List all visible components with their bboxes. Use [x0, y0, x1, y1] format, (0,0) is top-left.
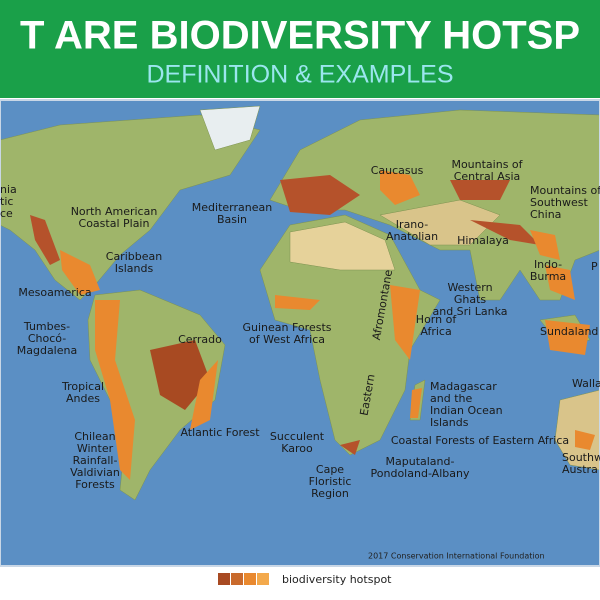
- region-label: Mountains of: [451, 158, 523, 171]
- legend: biodiversity hotspot: [218, 573, 392, 586]
- region-label: Ghats: [454, 293, 487, 306]
- region-label: Atlantic Forest: [180, 426, 260, 439]
- map: [0, 99, 600, 567]
- legend-swatch: [231, 573, 243, 585]
- region-label: Southwest: [530, 196, 588, 209]
- region-label: Pondoland-Albany: [371, 467, 470, 480]
- region-label: Magdalena: [17, 344, 77, 357]
- region-label: Caucasus: [371, 164, 424, 177]
- hotspots: [30, 170, 595, 480]
- region-label: Rainfall-: [73, 454, 118, 467]
- region-label: Guinean Forests: [243, 321, 332, 334]
- region-label: of West Africa: [249, 333, 325, 346]
- region-label: Indo-: [534, 258, 562, 271]
- region-label: Austra: [562, 463, 598, 476]
- region-label: Mountains of: [530, 184, 600, 197]
- region-label: nia: [0, 183, 17, 196]
- region-label: P: [591, 260, 598, 273]
- region-label: Tumbes-: [23, 320, 70, 333]
- region-label: and Sri Lanka: [432, 305, 507, 318]
- region-label: Islands: [115, 262, 154, 275]
- region-label: tic: [0, 195, 13, 208]
- legend-swatch: [218, 573, 230, 585]
- region-label: Floristic: [309, 475, 352, 488]
- region-label: Forests: [75, 478, 115, 491]
- region-label: Region: [311, 487, 349, 500]
- region-label: Karoo: [281, 442, 313, 455]
- region-label: Chocó-: [28, 332, 66, 345]
- region-label: Islands: [430, 416, 469, 429]
- region-label: Andes: [66, 392, 100, 405]
- legend-label: biodiversity hotspot: [282, 573, 392, 586]
- region-label: Maputaland-: [386, 455, 455, 468]
- region-label: Mediterranean: [192, 201, 272, 214]
- region-label: Tropical: [61, 380, 104, 393]
- region-label: Coastal Forests of Eastern Africa: [391, 434, 569, 447]
- legend-swatch: [257, 573, 269, 585]
- region-label: Chilean: [74, 430, 115, 443]
- region-label: and the: [430, 392, 472, 405]
- region-label: Burma: [530, 270, 566, 283]
- region-label: Mesoamerica: [18, 286, 91, 299]
- legend-swatch: [244, 573, 256, 585]
- region-label: Himalaya: [457, 234, 509, 247]
- header-bar: [0, 0, 600, 98]
- region-label: Madagascar: [430, 380, 497, 393]
- region-label: Central Asia: [454, 170, 521, 183]
- region-label: China: [530, 208, 561, 221]
- region-label: Southw: [562, 451, 600, 464]
- credit: 2017 Conservation International Foundati…: [368, 552, 545, 561]
- region-label: Anatolian: [386, 230, 438, 243]
- region-label: Sundaland: [540, 325, 598, 338]
- region-label: Irano-: [396, 218, 428, 231]
- region-label: Succulent: [270, 430, 325, 443]
- map-frame: [0, 99, 600, 567]
- region-label: Cape: [316, 463, 344, 476]
- region-label: Cerrado: [178, 333, 222, 346]
- region-label: Caribbean: [106, 250, 162, 263]
- region-label: ce: [0, 207, 13, 220]
- region-label: Basin: [217, 213, 247, 226]
- region-label: Indian Ocean: [430, 404, 503, 417]
- region-label: Winter: [77, 442, 114, 455]
- region-label: Walla: [572, 377, 600, 390]
- header-title: T ARE BIODIVERSITY HOTSP: [20, 14, 580, 58]
- region-label: North American: [71, 205, 158, 218]
- region-label: Western: [447, 281, 492, 294]
- region-label: Africa: [420, 325, 451, 338]
- region-label: Coastal Plain: [79, 217, 150, 230]
- header-subtitle: DEFINITION & EXAMPLES: [146, 61, 453, 89]
- region-label: Horn of: [416, 313, 458, 326]
- region-label: Valdivian: [70, 466, 120, 479]
